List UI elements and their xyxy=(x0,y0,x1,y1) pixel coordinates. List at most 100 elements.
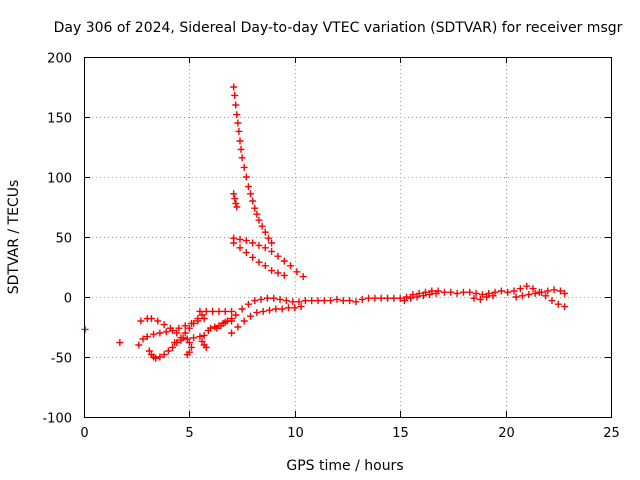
data-point-marker xyxy=(232,199,240,207)
data-point-marker xyxy=(297,303,305,311)
data-point-marker xyxy=(213,324,221,332)
data-point-marker xyxy=(228,317,236,325)
data-point-marker xyxy=(415,289,423,297)
data-point-marker xyxy=(234,323,242,331)
data-point-marker xyxy=(183,335,191,343)
data-point-marker xyxy=(255,258,263,266)
data-point-marker xyxy=(459,288,467,296)
data-point-marker xyxy=(81,325,89,333)
data-point-marker xyxy=(407,294,415,302)
data-point-marker xyxy=(268,239,276,247)
data-point-marker xyxy=(358,295,366,303)
data-point-marker xyxy=(542,292,550,300)
data-point-marker xyxy=(200,315,208,323)
data-point-marker xyxy=(143,333,151,341)
data-point-marker xyxy=(483,293,491,301)
data-point-marker xyxy=(291,304,299,312)
data-point-marker xyxy=(284,304,292,312)
data-point-marker xyxy=(478,291,486,299)
data-point-marker xyxy=(196,307,204,315)
data-point-marker xyxy=(504,288,512,296)
data-point-marker xyxy=(240,163,248,171)
data-point-marker xyxy=(561,289,569,297)
data-point-marker xyxy=(432,289,440,297)
y-tick-label: -100 xyxy=(42,412,72,427)
data-point-marker xyxy=(244,183,252,191)
data-point-marker xyxy=(228,307,236,315)
grid-lines xyxy=(84,57,611,417)
y-axis-label: SDTVAR / TECUs xyxy=(6,180,22,295)
data-point-marker xyxy=(301,297,309,305)
data-point-marker xyxy=(518,292,526,300)
data-point-marker xyxy=(200,331,208,339)
data-point-marker xyxy=(384,294,392,302)
x-tick-label: 5 xyxy=(185,426,193,441)
data-point-marker xyxy=(440,288,448,296)
data-point-marker xyxy=(261,244,269,252)
data-point-marker xyxy=(561,303,569,311)
data-point-marker xyxy=(169,343,177,351)
data-point-marker xyxy=(249,253,257,261)
tick-labels: 0 5 10 15 20 25 -100 -50 0 50 100 150 200 xyxy=(42,52,619,442)
data-point-marker xyxy=(419,292,427,300)
data-point-marker xyxy=(293,268,301,276)
data-point-marker xyxy=(544,287,552,295)
data-point-marker xyxy=(280,257,288,265)
data-point-marker xyxy=(282,297,290,305)
data-point-marker xyxy=(268,247,276,255)
data-point-marker xyxy=(215,307,223,315)
x-tick-label: 15 xyxy=(392,426,409,441)
data-point-marker xyxy=(236,137,244,145)
data-point-marker xyxy=(278,305,286,313)
data-point-marker xyxy=(390,294,398,302)
data-point-marker xyxy=(485,289,493,297)
data-point-marker xyxy=(261,228,269,236)
data-point-marker xyxy=(537,288,545,296)
data-point-marker xyxy=(236,244,244,252)
data-point-marker xyxy=(202,307,210,315)
data-point-marker xyxy=(413,293,421,301)
data-point-marker xyxy=(247,312,255,320)
data-point-marker xyxy=(523,282,531,290)
data-point-marker xyxy=(145,347,153,355)
data-point-marker xyxy=(231,91,239,99)
data-point-marker xyxy=(314,297,322,305)
data-point-marker xyxy=(403,293,411,301)
data-point-marker xyxy=(242,249,250,257)
x-tick-label: 0 xyxy=(80,426,88,441)
data-point-marker xyxy=(400,297,408,305)
axis-ticks xyxy=(84,57,612,418)
x-tick-label: 20 xyxy=(498,426,515,441)
data-point-marker xyxy=(190,334,198,342)
data-point-marker xyxy=(512,293,520,301)
data-point-marker xyxy=(497,287,505,295)
data-point-marker xyxy=(194,317,202,325)
y-tick-label: 0 xyxy=(64,292,72,307)
data-point-marker xyxy=(255,241,263,249)
data-point-marker xyxy=(276,295,284,303)
data-point-marker xyxy=(171,339,179,347)
data-point-marker xyxy=(470,294,478,302)
data-point-marker xyxy=(270,294,278,302)
data-point-marker xyxy=(183,351,191,359)
y-tick-label: -50 xyxy=(51,352,72,367)
data-point-marker xyxy=(156,329,164,337)
data-point-marker xyxy=(299,273,307,281)
data-point-marker xyxy=(116,339,124,347)
data-point-marker xyxy=(173,329,181,337)
data-point-marker xyxy=(320,297,328,305)
data-point-marker xyxy=(426,291,434,299)
data-point-marker xyxy=(409,291,417,299)
data-point-marker xyxy=(164,347,172,355)
data-point-marker xyxy=(327,297,335,305)
data-point-marker xyxy=(550,286,558,294)
data-point-marker xyxy=(135,341,143,349)
y-tick-label: 50 xyxy=(55,232,72,247)
data-point-marker xyxy=(257,295,265,303)
data-point-marker xyxy=(268,267,276,275)
data-point-marker xyxy=(447,288,455,296)
data-point-marker xyxy=(529,285,537,293)
data-point-marker xyxy=(139,335,147,343)
y-tick-label: 150 xyxy=(47,112,72,127)
